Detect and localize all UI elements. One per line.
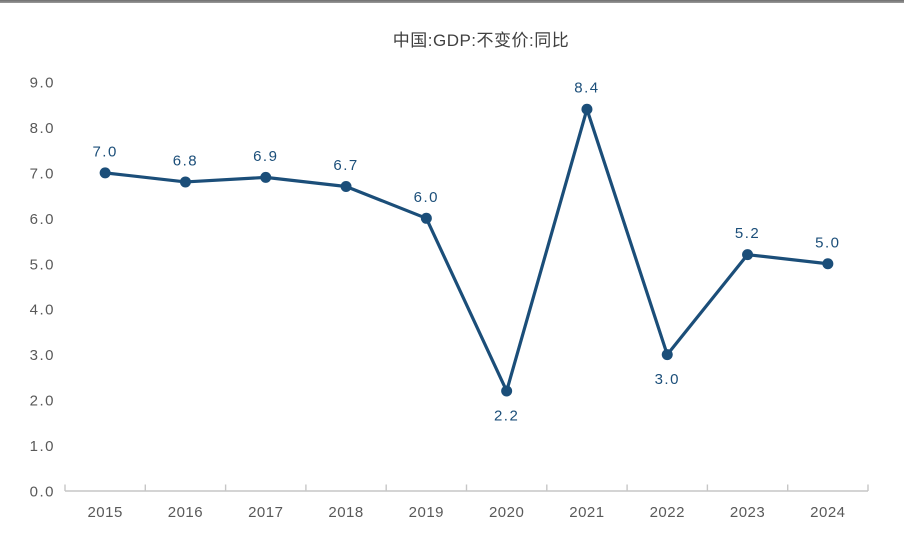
data-point-marker	[742, 249, 754, 261]
y-axis-tick-label: 3.0	[30, 347, 55, 364]
x-axis-category-label: 2015	[87, 504, 122, 521]
y-axis-tick-label: 9.0	[30, 74, 55, 91]
data-point-marker	[260, 171, 272, 183]
data-point-marker	[179, 176, 191, 188]
data-point-marker	[420, 212, 432, 224]
x-axis-category-label: 2018	[328, 504, 363, 521]
x-axis-category-label: 2023	[730, 504, 765, 521]
x-axis-category-label: 2016	[168, 504, 203, 521]
data-point-label: 7.0	[92, 143, 117, 160]
x-axis-category-label: 2020	[489, 504, 524, 521]
data-point-label: 3.0	[655, 371, 680, 388]
data-point-marker	[581, 103, 593, 115]
data-point-label: 6.9	[253, 148, 278, 165]
x-axis-category-label: 2017	[248, 504, 283, 521]
y-axis-tick-label: 7.0	[30, 165, 55, 182]
x-axis-category-label: 2024	[810, 504, 845, 521]
y-axis-tick-label: 5.0	[30, 256, 55, 273]
data-point-label: 6.8	[173, 152, 198, 169]
y-axis-tick-label: 1.0	[30, 438, 55, 455]
y-axis-tick-label: 8.0	[30, 120, 55, 137]
data-point-label: 8.4	[574, 80, 599, 97]
data-point-label: 6.7	[333, 157, 358, 174]
data-point-label: 2.2	[494, 408, 519, 425]
y-axis-tick-label: 2.0	[30, 393, 55, 410]
top-divider	[0, 0, 904, 3]
chart-title: 中国:GDP:不变价:同比	[392, 31, 570, 50]
data-point-marker	[340, 180, 352, 192]
x-axis-category-label: 2019	[409, 504, 444, 521]
y-axis-tick-label: 0.0	[30, 484, 55, 501]
x-axis-category-label: 2022	[650, 504, 685, 521]
series-line	[103, 107, 830, 393]
data-point-marker	[822, 258, 834, 270]
data-point-label: 5.2	[735, 225, 760, 242]
y-axis-tick-label: 6.0	[30, 211, 55, 228]
data-point-marker	[501, 385, 513, 397]
x-axis-category-label: 2021	[569, 504, 604, 521]
y-axis-tick-label: 4.0	[30, 302, 55, 319]
data-point-marker	[99, 167, 111, 179]
data-point-label: 5.0	[815, 234, 840, 251]
data-point-label: 6.0	[414, 189, 439, 206]
data-point-marker	[661, 349, 673, 361]
